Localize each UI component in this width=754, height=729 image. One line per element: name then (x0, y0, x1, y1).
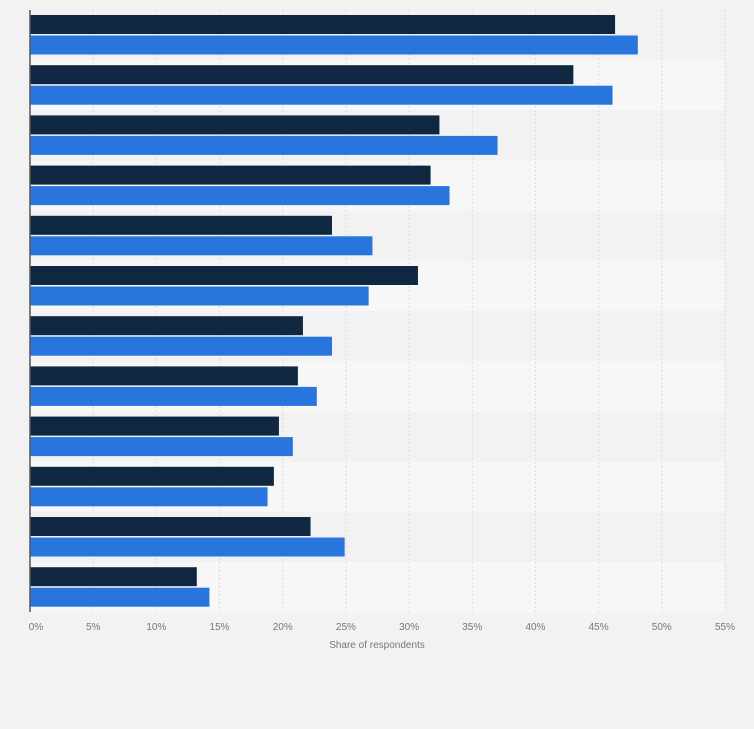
x-tick-label: 25% (336, 622, 356, 633)
bar-series-1[interactable] (30, 517, 311, 536)
bar-series-1[interactable] (30, 15, 616, 34)
bar-series-1[interactable] (30, 366, 298, 386)
bar-series-2[interactable] (30, 35, 638, 55)
x-tick-label: 20% (273, 622, 293, 633)
bar-series-1[interactable] (30, 266, 418, 285)
x-axis-label: Share of respondents (329, 640, 425, 651)
bar-series-2[interactable] (30, 336, 333, 356)
bar-series-1[interactable] (30, 416, 279, 436)
x-tick-label: 10% (146, 622, 166, 633)
bar-series-2[interactable] (30, 286, 369, 306)
x-tick-label: 45% (589, 622, 609, 633)
bar-series-1[interactable] (30, 65, 574, 85)
bar-series-2[interactable] (30, 85, 613, 105)
bar-series-2[interactable] (30, 537, 345, 557)
bar-series-2[interactable] (30, 386, 317, 406)
x-tick-label: 30% (399, 622, 419, 633)
x-tick-label: 15% (210, 622, 230, 633)
x-tick-label: 40% (525, 622, 545, 633)
bar-series-2[interactable] (30, 587, 210, 607)
bar-series-1[interactable] (30, 215, 333, 235)
bar-series-2[interactable] (30, 487, 268, 507)
bar-series-1[interactable] (30, 115, 440, 135)
bar-series-1[interactable] (30, 165, 431, 185)
bar-series-2[interactable] (30, 236, 373, 256)
bar-series-1[interactable] (30, 466, 274, 486)
bar-series-2[interactable] (30, 135, 498, 155)
bar-series-1[interactable] (30, 567, 197, 587)
x-tick-label: 0% (29, 622, 44, 633)
x-tick-label: 35% (462, 622, 482, 633)
x-tick-label: 50% (652, 622, 672, 633)
bar-series-1[interactable] (30, 316, 303, 336)
bar-series-2[interactable] (30, 186, 450, 206)
x-tick-label: 5% (86, 622, 101, 633)
x-tick-label: 55% (715, 622, 735, 633)
bar-series-2[interactable] (30, 437, 293, 457)
